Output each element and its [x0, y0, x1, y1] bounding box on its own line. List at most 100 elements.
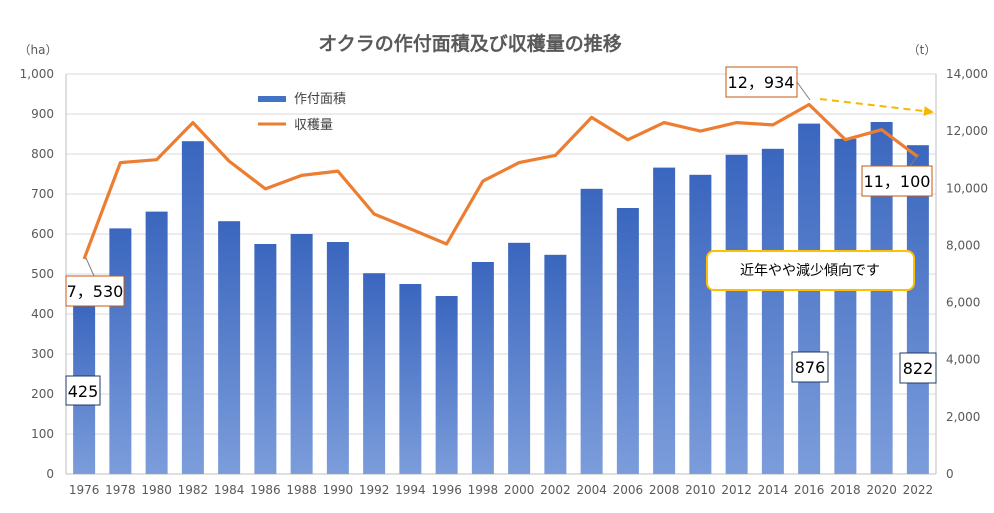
bar: [508, 242, 531, 474]
x-tick-label: 2014: [758, 483, 789, 497]
right-tick-label: 12,000: [946, 124, 988, 138]
x-tick-label: 1996: [431, 483, 462, 497]
x-axis: 1976 1978 1980 1982 1984 1986 1988 1990 1992 1994…: [69, 483, 933, 497]
bar: [580, 188, 603, 475]
leader-line-peak: [796, 81, 811, 101]
x-tick-label: 1984: [214, 483, 245, 497]
left-tick-label: 500: [31, 267, 54, 281]
left-tick-label: 1,000: [20, 67, 54, 81]
legend-bar-swatch: [258, 96, 286, 102]
callout-line-2022-value: 11，100: [864, 172, 931, 191]
bar: [181, 141, 204, 474]
leader-line-end: [909, 153, 920, 167]
harvest-line: [82, 102, 919, 260]
left-unit-label: （ha）: [19, 43, 58, 57]
x-tick-label: 1990: [323, 483, 354, 497]
left-tick-label: 400: [31, 307, 54, 321]
left-tick-label: 900: [31, 107, 54, 121]
x-tick-label: 2012: [721, 483, 752, 497]
bar: [761, 148, 784, 475]
x-tick-label: 1992: [359, 483, 390, 497]
legend: 作付面積 収穫量: [258, 92, 346, 133]
right-tick-label: 10,000: [946, 181, 988, 195]
callout-bar-2022-value: 822: [903, 359, 934, 378]
callout-line-1976: 7，530: [65, 275, 125, 307]
callout-bar-2022: 822: [899, 352, 937, 384]
left-tick-label: 800: [31, 147, 54, 161]
right-tick-label: 6,000: [946, 296, 980, 310]
bar: [435, 296, 458, 474]
callout-line-2016: 12，934: [725, 66, 798, 98]
bar: [471, 262, 494, 474]
bar: [290, 234, 313, 474]
left-tick-label: 0: [46, 467, 54, 481]
bar: [725, 154, 748, 475]
x-tick-label: 1982: [178, 483, 209, 497]
x-tick-label: 2000: [504, 483, 535, 497]
left-axis: 0 100 200 300 400 500 600 700 800 900 1,000: [20, 67, 54, 481]
bar: [870, 122, 893, 474]
x-tick-label: 2016: [794, 483, 825, 497]
x-tick-label: 1988: [286, 483, 317, 497]
x-tick-label: 2008: [649, 483, 680, 497]
bar: [798, 123, 821, 474]
legend-line-label: 収穫量: [294, 118, 333, 133]
right-axis: 0 2,000 4,000 6,000 8,000 10,000 12,000 14,000: [946, 67, 988, 481]
right-tick-label: 0: [946, 467, 954, 481]
left-tick-label: 700: [31, 187, 54, 201]
trend-arrow: [819, 98, 934, 117]
bar: [616, 208, 639, 474]
callout-line-2022: 11，100: [861, 165, 933, 197]
right-tick-label: 14,000: [946, 67, 988, 81]
bar: [109, 228, 132, 474]
chart-title: オクラの作付面積及び収穫量の推移: [318, 32, 622, 55]
bar: [218, 221, 241, 474]
bar: [544, 254, 567, 474]
x-tick-label: 2002: [540, 483, 571, 497]
x-tick-label: 1986: [250, 483, 281, 497]
left-tick-label: 200: [31, 387, 54, 401]
callout-bar-2016: 876: [791, 351, 829, 383]
callout-line-2016-value: 12，934: [728, 73, 795, 92]
right-unit-label: （t）: [908, 43, 937, 57]
annotation-box: 近年やや減少傾向です: [706, 250, 915, 291]
x-tick-label: 2018: [830, 483, 861, 497]
x-tick-label: 1994: [395, 483, 426, 497]
x-tick-label: 1976: [69, 483, 100, 497]
bar: [326, 242, 349, 474]
bar: [834, 138, 857, 475]
x-tick-label: 2020: [866, 483, 897, 497]
x-tick-label: 2022: [903, 483, 934, 497]
bar: [363, 273, 386, 474]
right-tick-label: 8,000: [946, 238, 980, 252]
line-series: [82, 102, 919, 260]
left-tick-label: 100: [31, 427, 54, 441]
bar-series: [73, 122, 929, 475]
leader-line-start: [85, 257, 95, 277]
left-tick-label: 300: [31, 347, 54, 361]
bar: [906, 145, 929, 474]
bar: [145, 211, 168, 474]
x-tick-label: 1998: [468, 483, 499, 497]
x-tick-label: 2004: [576, 483, 607, 497]
callout-line-1976-value: 7，530: [67, 282, 124, 301]
callout-bar-1976-value: 425: [68, 382, 99, 401]
bar: [689, 174, 712, 475]
leader-lines: [85, 81, 920, 277]
bar: [254, 244, 277, 474]
x-tick-label: 2006: [613, 483, 644, 497]
left-tick-label: 600: [31, 227, 54, 241]
bar: [399, 284, 422, 474]
x-tick-label: 1980: [141, 483, 172, 497]
callout-bar-1976: 425: [65, 375, 101, 406]
legend-bar-label: 作付面積: [294, 92, 346, 107]
bar: [653, 167, 676, 474]
x-tick-label: 1978: [105, 483, 136, 497]
x-tick-label: 2010: [685, 483, 716, 497]
annotation-text: 近年やや減少傾向です: [740, 262, 880, 279]
right-tick-label: 4,000: [946, 353, 980, 367]
callout-bar-2016-value: 876: [795, 358, 826, 377]
right-tick-label: 2,000: [946, 410, 980, 424]
